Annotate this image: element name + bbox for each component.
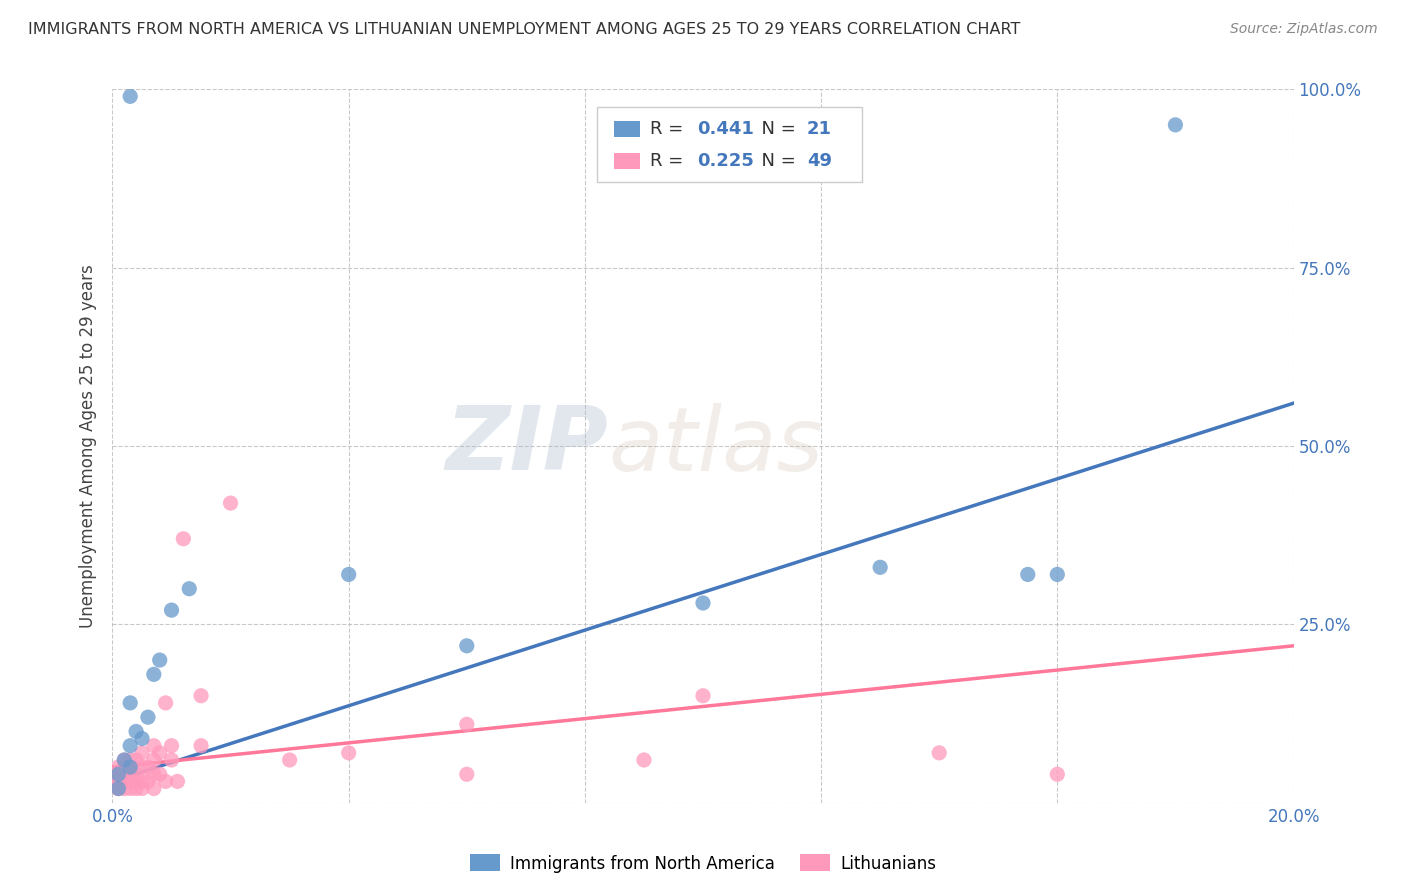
Point [692,596,714,610]
Point [160,753,183,767]
Point [337,567,360,582]
Point [136,774,159,789]
Point [125,781,148,796]
Point [142,781,165,796]
Point [337,746,360,760]
Point [155,774,177,789]
Point [692,689,714,703]
Text: IMMIGRANTS FROM NORTH AMERICA VS LITHUANIAN UNEMPLOYMENT AMONG AGES 25 TO 29 YEA: IMMIGRANTS FROM NORTH AMERICA VS LITHUAN… [28,22,1021,37]
Text: 0.441: 0.441 [697,120,754,138]
Point [125,753,148,767]
Point [120,774,142,789]
Point [120,760,142,774]
Text: 21: 21 [807,120,832,138]
Point [136,710,159,724]
Point [107,781,129,796]
Point [456,767,478,781]
Text: 49: 49 [807,153,832,170]
Point [928,746,950,760]
Point [1017,567,1039,582]
Point [125,767,148,781]
Point [120,696,142,710]
Point [107,767,129,781]
Point [149,746,172,760]
Point [131,781,153,796]
Text: R =: R = [650,153,689,170]
Point [172,532,194,546]
Point [136,760,159,774]
Point [131,760,153,774]
Point [107,767,129,781]
Point [160,603,183,617]
Point [1164,118,1187,132]
Point [179,582,201,596]
Point [112,774,135,789]
FancyBboxPatch shape [614,153,640,169]
Point [131,746,153,760]
Point [869,560,891,574]
Point [107,774,129,789]
Legend: Immigrants from North America, Lithuanians: Immigrants from North America, Lithuania… [464,847,942,880]
Point [112,753,135,767]
Text: Source: ZipAtlas.com: Source: ZipAtlas.com [1230,22,1378,37]
Text: atlas: atlas [609,403,824,489]
Point [125,774,148,789]
Text: ZIP: ZIP [446,402,609,490]
Point [456,639,478,653]
Point [190,739,212,753]
Point [219,496,242,510]
Point [149,767,172,781]
Point [160,739,183,753]
Point [131,774,153,789]
Point [633,753,655,767]
Point [107,767,129,781]
Point [112,767,135,781]
Text: 0.225: 0.225 [697,153,754,170]
Point [142,753,165,767]
Point [142,667,165,681]
Point [456,717,478,731]
Text: N =: N = [751,153,801,170]
Text: R =: R = [650,120,689,138]
Point [120,89,142,103]
Point [120,753,142,767]
Point [142,739,165,753]
Point [112,781,135,796]
FancyBboxPatch shape [614,121,640,137]
Point [125,724,148,739]
Point [1046,767,1069,781]
Point [149,653,172,667]
Point [120,767,142,781]
Text: N =: N = [751,120,801,138]
Y-axis label: Unemployment Among Ages 25 to 29 years: Unemployment Among Ages 25 to 29 years [79,264,97,628]
Point [166,774,188,789]
FancyBboxPatch shape [596,107,862,182]
Point [107,760,129,774]
Point [120,739,142,753]
Point [120,760,142,774]
Point [1046,567,1069,582]
Point [278,753,301,767]
Point [190,689,212,703]
Point [107,774,129,789]
Point [142,767,165,781]
Point [107,781,129,796]
Point [155,696,177,710]
Point [107,781,129,796]
Point [120,781,142,796]
Point [131,731,153,746]
Point [112,753,135,767]
